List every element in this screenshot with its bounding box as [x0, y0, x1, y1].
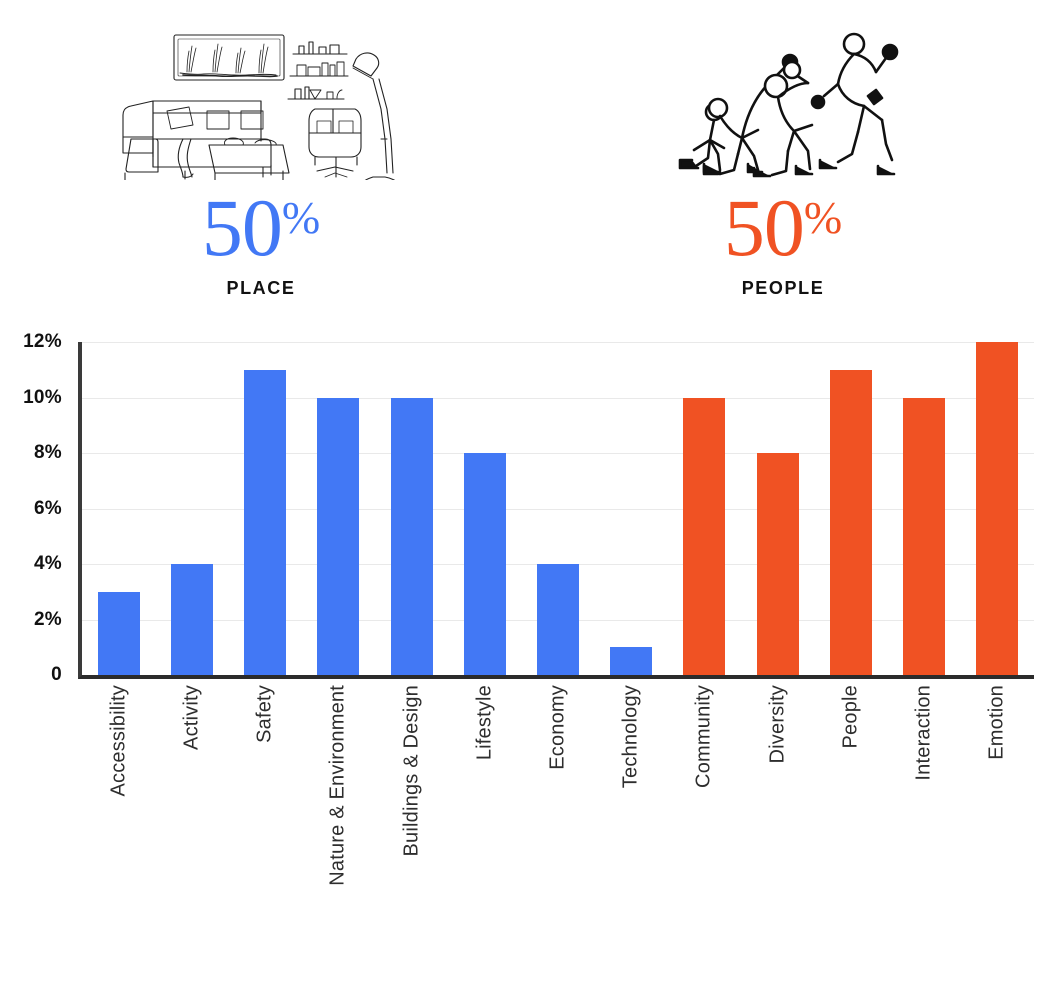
x-tick-label: Nature & Environment [326, 685, 349, 886]
percent-sign: % [803, 192, 843, 243]
x-tick-label: Diversity [766, 685, 789, 764]
x-tick-label: Activity [180, 685, 203, 750]
x-slot: Activity [155, 685, 228, 965]
bar-slot [228, 342, 301, 675]
bar-slot [302, 342, 375, 675]
x-axis: Accessibility Activity Safety Nature & Envi… [82, 685, 1034, 965]
x-tick-label: Community [692, 685, 715, 788]
bar-slot [155, 342, 228, 675]
bar-accessibility[interactable] [97, 591, 140, 675]
people-percentage-value: 50 [723, 182, 805, 273]
bar-slot [521, 342, 594, 675]
percent-sign: % [281, 192, 321, 243]
x-slot: Diversity [741, 685, 814, 965]
y-axis: 0 2% 4% 6% 8% 10% 12% [0, 330, 70, 685]
bar-series [82, 342, 1034, 675]
gridline [82, 397, 1034, 399]
bar-diversity[interactable] [756, 453, 799, 675]
place-percentage-value: 50 [201, 182, 283, 273]
summary-column-people: 50% PEOPLE [522, 0, 1044, 330]
summary-column-place: 50% PLACE [0, 0, 522, 330]
x-slot: Community [668, 685, 741, 965]
bar-community[interactable] [683, 397, 726, 675]
x-tick-label: Technology [619, 685, 642, 789]
bar-slot [375, 342, 448, 675]
bar-slot [668, 342, 741, 675]
x-slot: Interaction [888, 685, 961, 965]
bar-chart: 0 2% 4% 6% 8% 10% 12% Accessibility Activity Saf… [0, 330, 1044, 985]
gridline [82, 508, 1034, 510]
x-slot: People [814, 685, 887, 965]
bar-interaction[interactable] [903, 397, 946, 675]
people-rising-illustration [658, 0, 908, 180]
x-tick-label: Economy [546, 685, 569, 770]
y-tick-label: 10% [23, 386, 62, 408]
place-percentage: 50% [202, 187, 321, 269]
y-tick-label: 8% [33, 442, 62, 463]
gridline [82, 453, 1034, 454]
place-label: PLACE [226, 278, 296, 299]
people-label: PEOPLE [741, 278, 825, 299]
x-tick-label: Lifestyle [473, 685, 496, 761]
bar-safety[interactable] [244, 369, 287, 675]
x-slot: Technology [595, 685, 668, 965]
y-tick-label: 12% [23, 331, 62, 352]
bar-slot [448, 342, 521, 675]
x-slot: Accessibility [82, 685, 155, 965]
x-slot: Buildings & Design [375, 685, 448, 965]
y-tick-label: 0 [51, 664, 62, 685]
x-tick-label: Safety [253, 685, 276, 743]
bar-slot [961, 342, 1034, 675]
bar-emotion[interactable] [976, 342, 1019, 675]
summary-section: 50% PLACE [0, 0, 1044, 330]
x-tick-label: Emotion [985, 685, 1008, 760]
bar-buildings-design[interactable] [390, 397, 433, 675]
x-slot: Safety [228, 685, 301, 965]
bar-economy[interactable] [537, 564, 580, 675]
y-tick-label: 4% [33, 553, 62, 574]
bar-technology[interactable] [610, 647, 653, 675]
y-tick-label: 6% [33, 497, 62, 519]
x-slot: Lifestyle [448, 685, 521, 965]
living-room-illustration [111, 0, 411, 180]
x-slot: Economy [521, 685, 594, 965]
plot-area [78, 342, 1034, 679]
x-slot: Emotion [961, 685, 1034, 965]
x-tick-label: Buildings & Design [400, 685, 423, 857]
bar-slot [888, 342, 961, 675]
bar-slot [814, 342, 887, 675]
x-tick-label: People [839, 685, 862, 749]
gridline [82, 342, 1034, 343]
x-tick-label: Interaction [912, 685, 935, 781]
bar-slot [595, 342, 668, 675]
bar-people[interactable] [829, 369, 872, 675]
bar-slot [741, 342, 814, 675]
people-percentage: 50% [724, 187, 843, 269]
bar-activity[interactable] [170, 564, 213, 675]
x-slot: Nature & Environment [302, 685, 375, 965]
bar-nature-environment[interactable] [317, 397, 360, 675]
x-tick-label: Accessibility [107, 685, 130, 797]
bar-lifestyle[interactable] [463, 453, 506, 675]
y-tick-label: 2% [33, 608, 62, 630]
bar-slot [82, 342, 155, 675]
